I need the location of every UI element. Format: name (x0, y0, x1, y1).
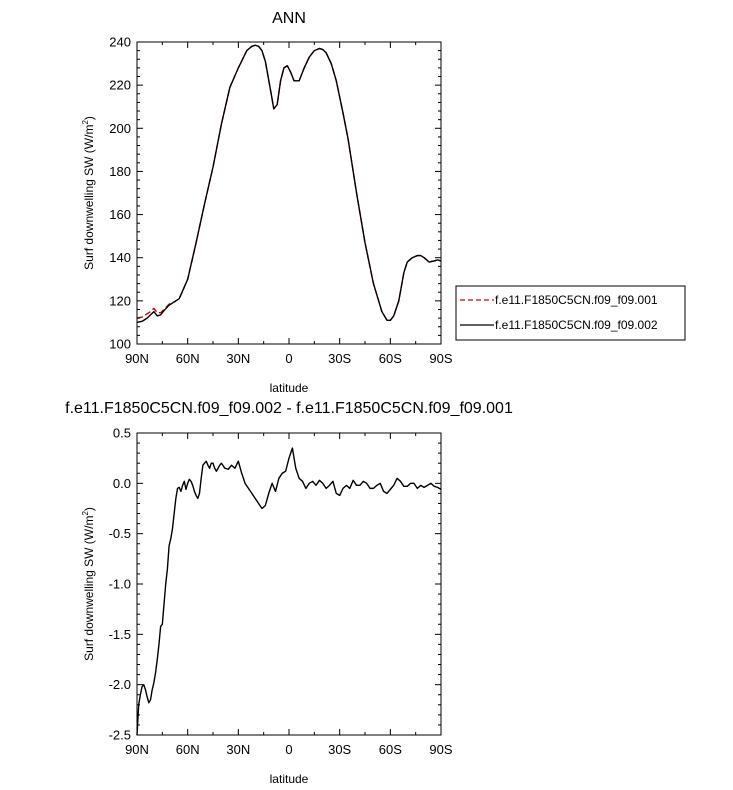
bottom-x-axis-label: latitude (270, 772, 309, 786)
top-panel: ANN 90N 60N 30N 0 30S 60S 90S 100 120 140 160 180 20… (81, 10, 686, 395)
bottom-x-tick-label: 60S (379, 742, 402, 757)
bottom-x-tick-label: 30S (328, 742, 351, 757)
top-y-tick-label: 100 (109, 337, 131, 352)
top-y-tick-label: 180 (109, 164, 131, 179)
bottom-x-tick-label: 90S (429, 742, 452, 757)
bottom-y-tick-label: -2.5 (109, 728, 131, 743)
legend-label-series-2: f.e11.F1850C5CN.f09_f09.002 (495, 318, 658, 332)
top-chart-title: ANN (272, 10, 306, 27)
top-y-tick-label: 120 (109, 293, 131, 308)
bottom-y-tick-label: -1.5 (109, 627, 131, 642)
top-series-line-1 (136, 44, 442, 321)
top-y-axis-label: Surf downwelling SW (W/m2) (81, 116, 96, 270)
bottom-y-tick-label: -2.0 (109, 677, 131, 692)
top-legend: f.e11.F1850C5CN.f09_f09.001 f.e11.F1850C… (455, 285, 686, 341)
bottom-y-tick-label: -1.0 (109, 577, 131, 592)
top-y-tick-label: 160 (109, 207, 131, 222)
bottom-x-tick-label: 30N (226, 742, 250, 757)
top-y-tick-label: 220 (109, 78, 131, 93)
top-x-tick-label: 0 (285, 351, 292, 366)
top-x-tick-label: 90S (429, 351, 452, 366)
top-y-tick-label: 240 (109, 35, 131, 50)
top-y-tick-label: 200 (109, 121, 131, 136)
top-series-line-2 (136, 44, 442, 324)
legend-box (455, 285, 686, 341)
legend-label-series-1: f.e11.F1850C5CN.f09_f09.001 (495, 293, 658, 307)
top-plot-frame (136, 41, 442, 345)
top-x-axis-label: latitude (270, 381, 309, 395)
bottom-x-tick-label: 60N (176, 742, 200, 757)
bottom-y-tick-label: -0.5 (109, 526, 131, 541)
bottom-plot-area: 90N 60N 30N 0 30S 60S 90S -2.5 -2.0 -1.5 -1.0 -0.5 0… (109, 426, 453, 758)
top-plot-area: 90N 60N 30N 0 30S 60S 90S 100 120 140 160 180 200 220… (109, 35, 453, 367)
bottom-chart-title: f.e11.F1850C5CN.f09_f09.002 - f.e11.F185… (65, 400, 513, 417)
top-x-tick-label: 90N (125, 351, 149, 366)
top-y-tick-label: 140 (109, 250, 131, 265)
top-x-tick-label: 60S (379, 351, 402, 366)
bottom-series-line-1 (136, 447, 442, 736)
bottom-y-tick-label: 0.0 (113, 476, 131, 491)
bottom-x-tick-label: 90N (125, 742, 149, 757)
bottom-y-tick-label: 0.5 (113, 426, 131, 441)
bottom-plot-frame (136, 432, 442, 736)
bottom-x-tick-label: 0 (285, 742, 292, 757)
top-x-tick-label: 60N (176, 351, 200, 366)
bottom-panel: f.e11.F1850C5CN.f09_f09.002 - f.e11.F185… (65, 400, 513, 786)
top-x-tick-label: 30N (226, 351, 250, 366)
top-x-tick-label: 30S (328, 351, 351, 366)
bottom-y-axis-label: Surf downwelling SW (W/m2) (81, 507, 96, 661)
